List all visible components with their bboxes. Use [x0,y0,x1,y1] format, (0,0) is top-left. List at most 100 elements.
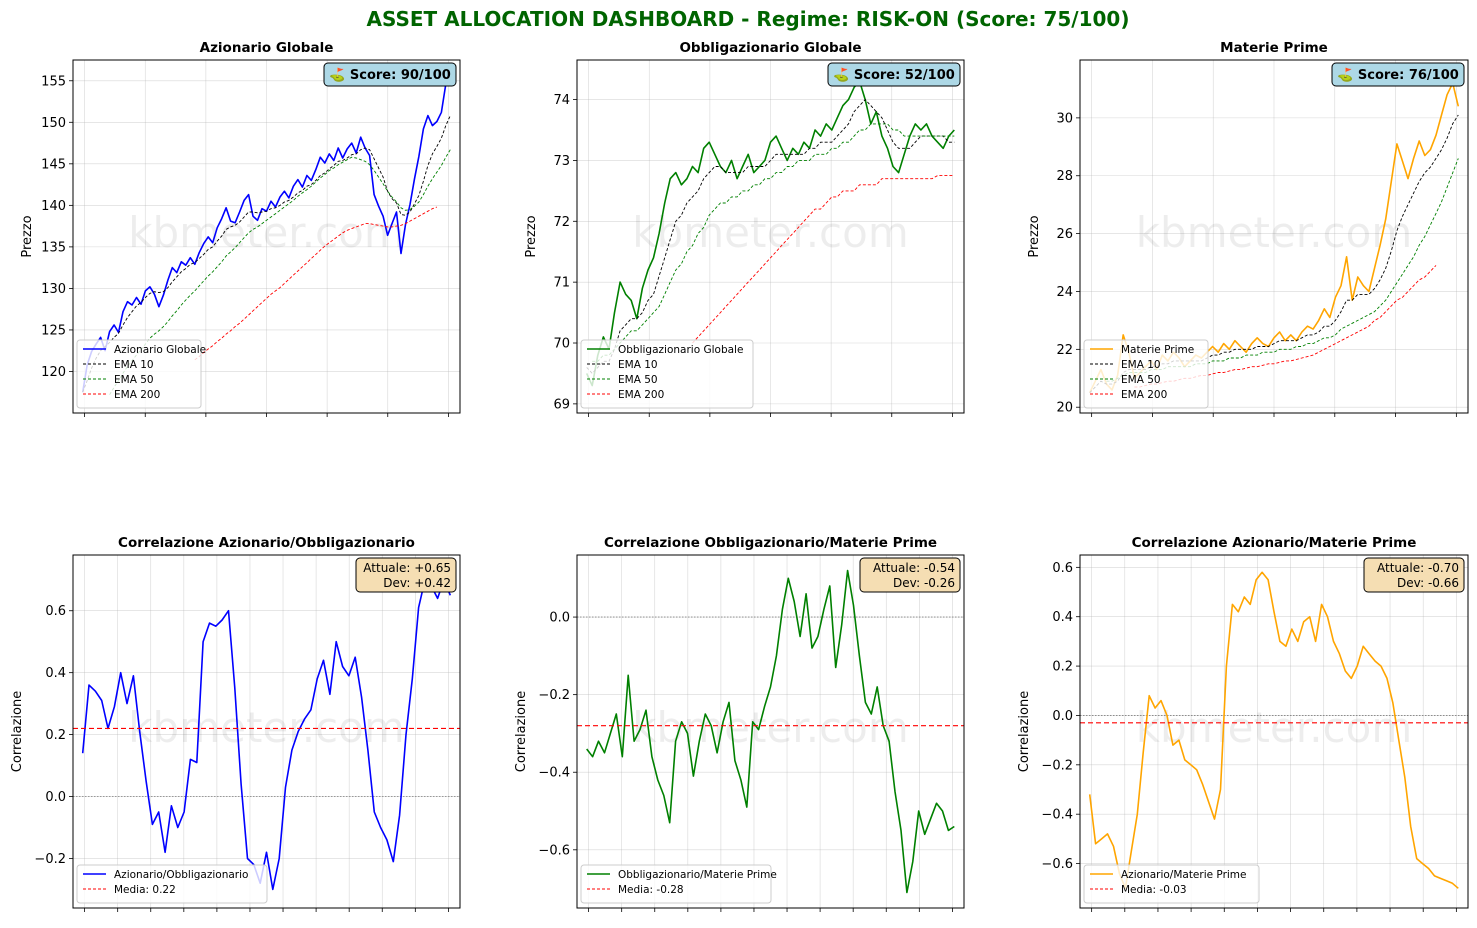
y-tick-label: 150 [41,116,66,131]
y-tick-label: −0.4 [1041,808,1073,823]
legend: Azionario/Obbligazionario Media: 0.22 [76,864,268,904]
y-tick-label: 120 [41,365,66,380]
y-tick-label: 0.0 [1052,709,1073,724]
grid [577,555,964,908]
legend-frame [580,864,772,904]
y-tick-label: 28 [1056,169,1073,184]
watermark: kbmeter.com [128,208,405,257]
chart-title: Materie Prime [1220,40,1328,56]
y-tick-label: 74 [553,93,570,108]
chart-title: Correlazione Azionario/Materie Prime [1132,535,1417,551]
score-badge [1331,62,1465,87]
series-line-2 [1089,114,1459,394]
chart-title: Correlazione Obbligazionario/Materie Pri… [604,535,937,551]
watermark: kbmeter.com [128,703,405,752]
y-tick-label: 24 [1056,285,1073,300]
y-tick-label: 22 [1056,343,1073,358]
legend-label: Azionario/Materie Prime [1121,869,1247,881]
series-line-2 [82,115,451,393]
y-tick-label: 135 [41,240,66,255]
y-axis-label: Prezzo [1027,215,1042,257]
y-tick-label: 70 [553,337,570,352]
y-tick-label: 0.4 [1052,610,1073,625]
legend-label: Azionario Globale [114,344,206,356]
axes-frame [576,554,965,909]
y-axis-label: Correlazione [1017,691,1032,772]
y-axis-label: Correlazione [514,691,529,772]
y-tick-label: 155 [41,74,66,89]
figure-title: ASSET ALLOCATION DASHBOARD - Regime: RIS… [366,7,1129,31]
y-axis-label: Prezzo [20,215,35,257]
series-line-4 [692,175,955,344]
y-tick-label: 26 [1056,227,1073,242]
stats-box [1363,557,1465,593]
stats-line: Dev: -0.66 [1397,576,1459,590]
chart-title: Obbligazionario Globale [679,40,861,56]
y-tick-label: 125 [41,323,66,338]
series-line-3 [109,149,451,395]
chart-title: Azionario Globale [200,40,334,56]
series-line-2 [586,99,955,374]
stats-line: Dev: +0.42 [383,576,451,590]
legend-label: Obbligazionario/Materie Prime [618,869,777,881]
series-line-4 [194,206,438,361]
score-label: ⛳ Score: 76/100 [1337,67,1459,83]
y-tick-label: −0.6 [538,843,570,858]
chart-panel-4: kbmeter.com −0.2 0.0 0.2 0.4 0.6 Correlazione … [10,535,461,912]
legend-label: EMA 50 [1121,374,1161,386]
legend-label: Materie Prime [1121,344,1194,356]
y-tick-label: −0.4 [538,766,570,781]
stats-line: Attuale: -0.54 [873,561,955,575]
legend-label: EMA 200 [618,389,664,401]
axes-frame [1079,554,1469,909]
legend-label: EMA 200 [1121,389,1167,401]
legend: Obbligazionario Globale EMA 10 EMA 50 EMA 2… [580,339,754,409]
watermark: kbmeter.com [632,208,909,257]
y-tick-label: 140 [41,199,66,214]
chart-panel-5: kbmeter.com −0.6 −0.4 −0.2 0.0 Correlazione O… [514,535,965,912]
grid [73,60,460,413]
y-axis-label: Prezzo [524,215,539,257]
y-tick-label: 30 [1056,111,1073,126]
y-tick-label: −0.2 [34,852,66,867]
y-tick-label: 72 [553,215,570,230]
legend: Materie Prime EMA 10 EMA 50 EMA 200 [1083,339,1209,409]
stats-line: Attuale: -0.70 [1377,561,1459,575]
score-badge [827,62,961,87]
watermark: kbmeter.com [632,703,909,752]
y-tick-label: 0.0 [45,790,66,805]
watermark: kbmeter.com [1136,208,1413,257]
y-tick-label: −0.6 [1041,857,1073,872]
legend-label: EMA 50 [618,374,658,386]
y-tick-label: 71 [553,276,570,291]
legend: Azionario Globale EMA 10 EMA 50 EMA 200 [76,339,206,409]
axes-frame [72,554,461,909]
series-line-1 [585,80,955,387]
legend-label: Media: -0.03 [1121,884,1187,896]
legend: Azionario/Materie Prime Media: -0.03 [1083,864,1260,904]
y-tick-label: 145 [41,157,66,172]
stats-box [355,557,457,593]
y-tick-label: −0.2 [1041,758,1073,773]
legend-frame [76,864,268,904]
score-label: ⛳ Score: 90/100 [329,67,451,83]
legend-label: Media: 0.22 [114,884,176,896]
series-line-1 [81,579,452,891]
y-tick-label: 0.4 [45,666,66,681]
series-line-1 [1088,571,1459,890]
y-tick-label: −0.2 [538,688,570,703]
score-label: ⛳ Score: 52/100 [833,67,955,83]
score-badge [323,62,457,87]
chart-title: Correlazione Azionario/Obbligazionario [118,535,415,551]
y-tick-label: 0.6 [45,604,66,619]
y-tick-label: 73 [553,154,570,169]
y-tick-label: 130 [41,282,66,297]
y-tick-label: 0.2 [1052,660,1073,675]
legend-frame [76,339,202,409]
legend-frame [1083,339,1209,409]
legend-label: EMA 200 [114,389,160,401]
stats-line: Attuale: +0.65 [363,561,451,575]
series-line-3 [592,123,955,362]
watermark: kbmeter.com [1136,703,1413,752]
